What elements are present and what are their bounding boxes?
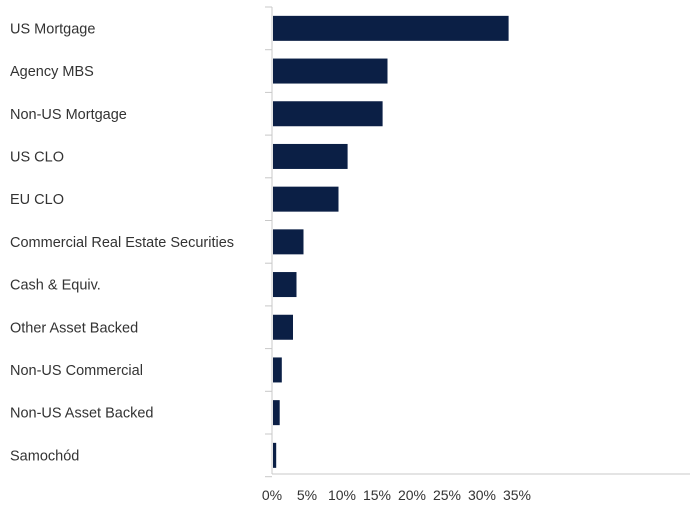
x-tick-label: 20%: [398, 487, 426, 503]
category-label: Non-US Mortgage: [10, 107, 127, 123]
category-label: Other Asset Backed: [10, 320, 138, 336]
x-tick-label: 30%: [468, 487, 496, 503]
bar: [273, 442, 277, 468]
category-label: Cash & Equiv.: [10, 278, 101, 294]
bar: [273, 229, 304, 255]
x-tick-label: 0%: [262, 487, 282, 503]
bar: [273, 314, 293, 340]
bars-group: [273, 15, 509, 468]
bar: [273, 143, 348, 169]
bar: [273, 272, 297, 298]
x-tick-label: 5%: [297, 487, 317, 503]
bar: [273, 58, 388, 84]
x-tick-labels: 0% 5% 10% 15% 20% 25% 30% 35%: [262, 487, 531, 503]
bar: [273, 15, 509, 41]
x-tick-label: 10%: [328, 487, 356, 503]
category-label: Non-US Commercial: [10, 363, 143, 379]
category-label: US CLO: [10, 149, 64, 165]
category-labels: US Mortgage Agency MBS Non-US Mortgage US C…: [10, 21, 234, 464]
category-label: US Mortgage: [10, 21, 95, 37]
x-tick-label: 25%: [433, 487, 461, 503]
category-label: Samochód: [10, 448, 79, 464]
category-label: EU CLO: [10, 192, 64, 208]
x-tick-label: 15%: [363, 487, 391, 503]
axes: [265, 6, 690, 478]
bar: [273, 186, 339, 212]
x-tick-label: 35%: [503, 487, 531, 503]
category-label: Non-US Asset Backed: [10, 406, 153, 422]
category-label: Commercial Real Estate Securities: [10, 235, 234, 251]
category-label: Agency MBS: [10, 64, 94, 80]
bar: [273, 357, 282, 383]
bar: [273, 400, 280, 426]
bar: [273, 101, 383, 127]
